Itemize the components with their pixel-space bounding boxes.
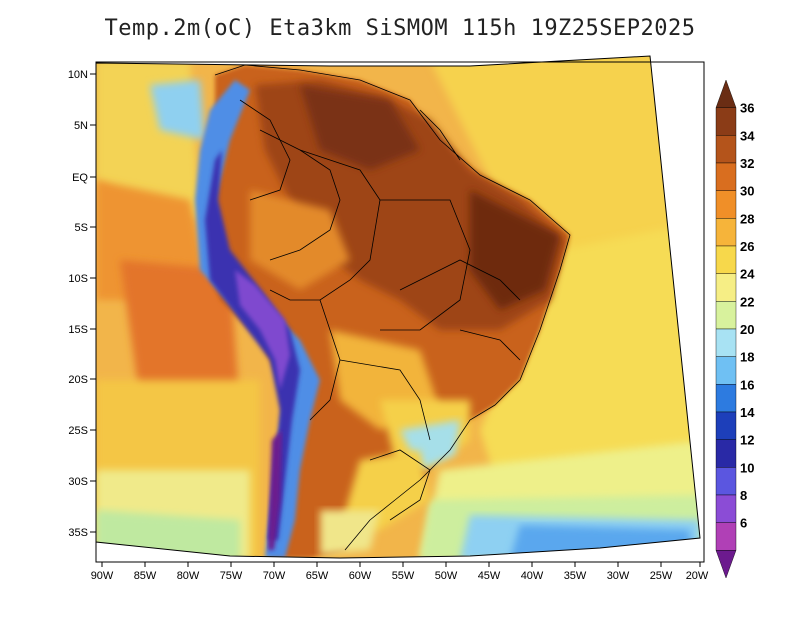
colorbar-segment [715, 301, 737, 330]
colorbar-segment [715, 550, 737, 579]
temperature-field [96, 56, 700, 558]
lon-label: 40W [521, 570, 544, 582]
colorbar-segment [715, 467, 737, 496]
colorbar-label: 16 [740, 377, 754, 392]
colorbar-segment [715, 245, 737, 274]
colorbar-label: 34 [740, 128, 755, 143]
colorbar-label: 20 [740, 322, 754, 337]
lat-label: 20S [68, 374, 88, 386]
lat-label: 15S [68, 324, 88, 336]
country-borders [214, 64, 571, 551]
lon-label: 50W [435, 570, 458, 582]
colorbar-segment [715, 328, 737, 357]
colorbar-label: 28 [740, 211, 754, 226]
lat-label: 35S [68, 527, 88, 539]
lon-label: 45W [478, 570, 501, 582]
colorbar-segment [715, 273, 737, 302]
colorbar-segment [715, 162, 737, 191]
colorbar [715, 79, 737, 579]
lon-label: 35W [564, 570, 587, 582]
longitude-axis: 90W 85W 80W 75W 70W 65W 60W 55W 50W 45W … [91, 562, 709, 582]
colorbar-label: 26 [740, 239, 754, 254]
lat-label: 5S [75, 222, 88, 234]
colorbar-label: 10 [740, 460, 754, 475]
colorbar-segment [715, 190, 737, 219]
map-title: Temp.2m(oC) Eta3km SiSMOM 115h 19Z25SEP2… [104, 16, 696, 41]
colorbar-segment [715, 356, 737, 385]
lat-label: 5N [74, 120, 88, 132]
lon-label: 85W [134, 570, 157, 582]
axis-frame [95, 61, 705, 563]
colorbar-label: 22 [740, 294, 754, 309]
colorbar-segment [715, 79, 737, 108]
lon-label: 90W [91, 570, 114, 582]
colorbar-segment [715, 384, 737, 413]
colorbar-segment [715, 494, 737, 523]
colorbar-label: 14 [740, 405, 755, 420]
lon-label: 70W [263, 570, 286, 582]
lat-label: 10N [68, 69, 88, 81]
colorbar-segment [715, 411, 737, 440]
lon-label: 30W [607, 570, 630, 582]
latitude-axis: 10N 5N EQ 5S 10S 15S 20S 25S 30S 35S [68, 69, 96, 539]
lon-label: 55W [392, 570, 415, 582]
colorbar-label: 8 [740, 488, 747, 503]
domain-outline [95, 55, 701, 559]
lat-label: EQ [72, 172, 88, 184]
lat-label: 30S [68, 476, 88, 488]
lon-label: 25W [650, 570, 673, 582]
lon-label: 65W [306, 570, 329, 582]
colorbar-segment [715, 439, 737, 468]
lat-label: 25S [68, 425, 88, 437]
colorbar-label: 30 [740, 184, 754, 199]
colorbar-labels: 36 34 32 30 28 26 24 22 20 18 16 14 12 10 8 6 [740, 101, 755, 531]
colorbar-segment [715, 107, 737, 136]
colorbar-label: 18 [740, 350, 754, 365]
lat-label: 10S [68, 273, 88, 285]
colorbar-segment [715, 522, 737, 551]
colorbar-label: 36 [740, 101, 754, 116]
lon-label: 80W [177, 570, 200, 582]
colorbar-segment [715, 135, 737, 164]
colorbar-label: 12 [740, 433, 754, 448]
colorbar-label: 24 [740, 267, 755, 282]
lon-label: 60W [349, 570, 372, 582]
lon-label: 20W [686, 570, 709, 582]
colorbar-segment [715, 218, 737, 247]
colorbar-label: 32 [740, 156, 754, 171]
colorbar-label: 6 [740, 516, 747, 531]
lon-label: 75W [220, 570, 243, 582]
